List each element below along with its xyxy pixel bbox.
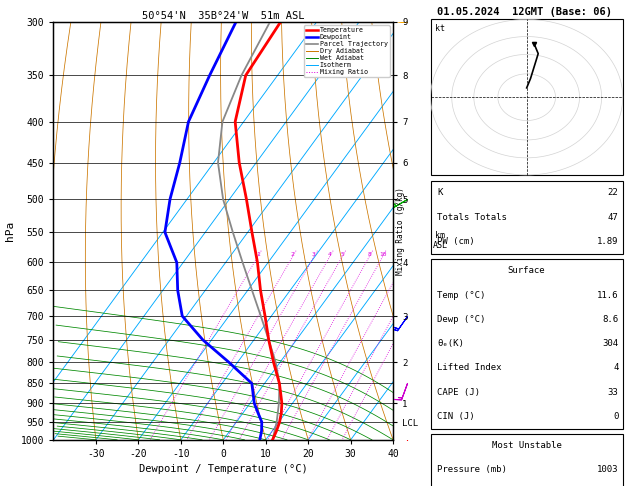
Text: 0: 0 — [613, 412, 618, 421]
Text: 33: 33 — [608, 388, 618, 397]
Text: 1: 1 — [256, 252, 260, 257]
Text: © weatheronline.co.uk: © weatheronline.co.uk — [472, 471, 577, 480]
Text: Temp (°C): Temp (°C) — [437, 291, 485, 299]
Text: 22: 22 — [608, 189, 618, 197]
Text: PW (cm): PW (cm) — [437, 237, 474, 246]
Text: K: K — [437, 189, 442, 197]
Text: Pressure (mb): Pressure (mb) — [437, 466, 507, 474]
Text: 47: 47 — [608, 213, 618, 222]
Bar — [431, 181, 623, 254]
Text: CIN (J): CIN (J) — [437, 412, 474, 421]
Text: θₑ(K): θₑ(K) — [437, 339, 464, 348]
Y-axis label: hPa: hPa — [6, 221, 15, 241]
Bar — [431, 19, 623, 175]
Bar — [431, 259, 623, 429]
Text: 8: 8 — [367, 252, 371, 257]
Text: 2: 2 — [291, 252, 294, 257]
Text: 5: 5 — [340, 252, 344, 257]
Text: Mixing Ratio (g/kg): Mixing Ratio (g/kg) — [396, 187, 405, 275]
Text: 304: 304 — [603, 339, 618, 348]
Text: 01.05.2024  12GMT (Base: 06): 01.05.2024 12GMT (Base: 06) — [437, 7, 612, 17]
Text: 10: 10 — [379, 252, 386, 257]
Text: Dewp (°C): Dewp (°C) — [437, 315, 485, 324]
Text: 1003: 1003 — [597, 466, 618, 474]
Text: Lifted Index: Lifted Index — [437, 364, 501, 372]
Text: 8.6: 8.6 — [603, 315, 618, 324]
Y-axis label: km
ASL: km ASL — [433, 231, 448, 250]
Text: kt: kt — [435, 24, 445, 34]
Text: 4: 4 — [328, 252, 331, 257]
Text: CAPE (J): CAPE (J) — [437, 388, 480, 397]
X-axis label: Dewpoint / Temperature (°C): Dewpoint / Temperature (°C) — [139, 465, 308, 474]
Bar — [431, 434, 623, 486]
Text: Surface: Surface — [508, 266, 545, 275]
Text: 3: 3 — [312, 252, 316, 257]
Text: 11.6: 11.6 — [597, 291, 618, 299]
Title: 50°54'N  35B°24'W  51m ASL: 50°54'N 35B°24'W 51m ASL — [142, 11, 304, 21]
Text: 4: 4 — [613, 364, 618, 372]
Text: 1.89: 1.89 — [597, 237, 618, 246]
Text: Totals Totals: Totals Totals — [437, 213, 507, 222]
Legend: Temperature, Dewpoint, Parcel Trajectory, Dry Adiabat, Wet Adiabat, Isotherm, Mi: Temperature, Dewpoint, Parcel Trajectory… — [304, 25, 390, 77]
Text: Most Unstable: Most Unstable — [492, 441, 562, 450]
